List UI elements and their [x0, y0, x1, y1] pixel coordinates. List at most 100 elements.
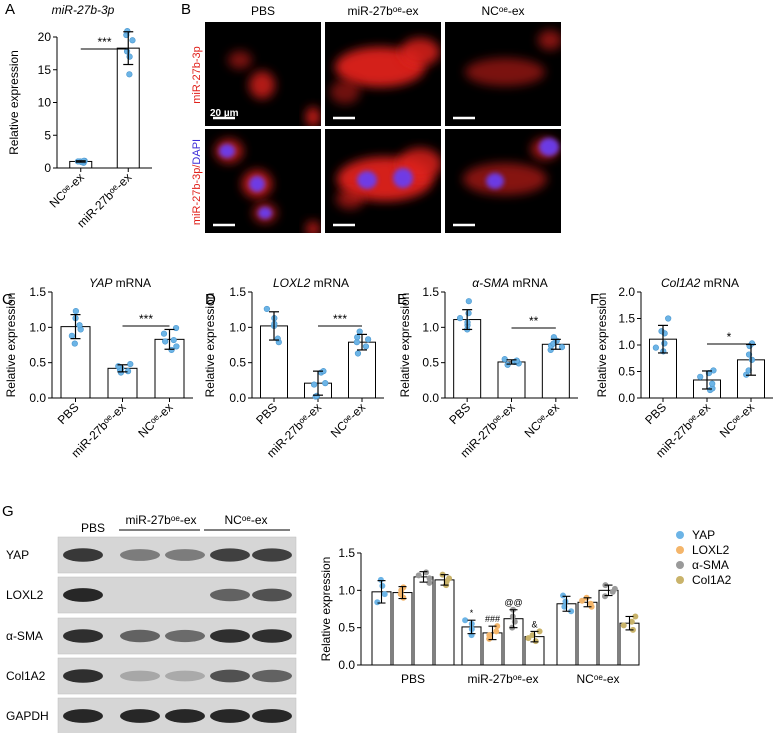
dapi-nucleus [249, 176, 265, 192]
data-point [456, 315, 464, 322]
blot-band [210, 629, 250, 643]
blot-protein-label: LOXL2 [6, 588, 44, 602]
bar [598, 589, 619, 666]
bar [392, 592, 413, 666]
significance-label: & [531, 619, 537, 629]
data-point [652, 344, 659, 351]
bar [434, 579, 455, 666]
legend-label: α-SMA [692, 558, 729, 572]
data-point [494, 623, 501, 630]
blot-protein-label: GAPDH [6, 709, 49, 723]
bar [116, 47, 140, 169]
blot-band [210, 548, 250, 562]
category-label: NCᵒᵉ-ex [328, 400, 368, 440]
category-label: PBS [253, 400, 280, 427]
y-tick-label: 1.5 [338, 546, 355, 560]
data-point [568, 608, 575, 615]
significance-label: * [727, 330, 732, 344]
y-tick-label: 1.0 [338, 583, 355, 597]
blot-protein-label: α-SMA [6, 629, 43, 643]
significance-label: *** [97, 35, 111, 49]
panel-title: LOXL2 mRNA [273, 276, 349, 290]
micrograph-column-label: miR-27bᵒᵉ-ex [347, 4, 418, 18]
red-fluorescence [306, 221, 320, 233]
data-point [501, 356, 508, 363]
blot-band [210, 669, 250, 683]
micrograph-panel [205, 22, 321, 126]
data-point [426, 579, 433, 586]
data-point [124, 368, 132, 375]
micrograph-row-label: miR-27b-3p [191, 46, 203, 103]
y-axis-label: Relative expression [319, 557, 333, 662]
y-tick-label: 1.0 [422, 320, 439, 334]
data-point [162, 338, 169, 345]
data-point [68, 332, 75, 339]
y-tick-label: 1.5 [422, 285, 439, 299]
data-point [525, 635, 532, 642]
data-point [748, 356, 756, 363]
data-point [362, 343, 370, 350]
panel-title: YAP mRNA [89, 276, 151, 290]
data-point [170, 336, 177, 344]
blot-band [120, 629, 160, 643]
data-point [354, 350, 362, 357]
data-point [611, 585, 618, 592]
data-point [74, 158, 82, 165]
red-fluorescence [249, 71, 275, 99]
y-tick-label: 1.5 [229, 285, 246, 299]
dapi-nucleus [393, 168, 413, 188]
blot-band [252, 629, 292, 643]
data-point [311, 381, 318, 388]
category-label: PBS [55, 400, 82, 427]
blot-band [165, 670, 205, 682]
category-label: PBS [642, 400, 669, 427]
red-fluorescence [330, 80, 360, 104]
y-axis-label: Relative expression [7, 50, 21, 155]
data-point [486, 632, 493, 639]
red-fluorescence [400, 38, 440, 66]
red-fluorescence [336, 189, 364, 209]
legend-label: LOXL2 [692, 543, 730, 557]
panel-letter: D [205, 291, 216, 308]
micrograph-column-label: PBS [251, 4, 275, 18]
scale-bar-label: 20 µm [210, 108, 239, 119]
data-point [558, 344, 566, 351]
data-point [550, 334, 557, 341]
blot-protein-label: YAP [6, 548, 29, 562]
data-point [620, 622, 627, 629]
blot-band [63, 548, 103, 562]
data-point [322, 380, 329, 387]
y-axis-label: Relative expression [595, 293, 609, 398]
data-point [71, 340, 78, 347]
data-point [124, 28, 131, 35]
legend-label: Col1A2 [692, 573, 732, 587]
significance-label: *** [139, 312, 153, 326]
blot-band [252, 548, 292, 562]
micrograph-panel [205, 129, 321, 233]
y-tick-label: 0.0 [29, 391, 46, 405]
bar [348, 341, 376, 399]
y-tick-label: 0.0 [422, 391, 439, 405]
data-point [697, 373, 704, 380]
panel-letter: F [590, 291, 599, 308]
y-tick-label: 20 [38, 30, 52, 44]
red-fluorescence [306, 107, 320, 126]
data-point [509, 613, 516, 620]
micrograph-row-label: miR-27b-3p/DAPI [191, 139, 203, 225]
panel-letter: G [2, 503, 14, 520]
y-tick-label: 1.0 [229, 320, 246, 334]
blot-band [165, 549, 205, 561]
data-point [465, 298, 472, 305]
data-point [377, 576, 384, 583]
legend-marker [676, 531, 684, 539]
blot-group-label: PBS [81, 521, 105, 535]
bar [541, 343, 570, 399]
significance-label: * [470, 608, 474, 618]
y-tick-label: 0 [44, 161, 51, 175]
y-tick-label: 1.0 [618, 338, 635, 352]
data-point [127, 360, 134, 368]
data-point [561, 603, 568, 610]
blot-band [165, 709, 205, 723]
blot-band [165, 629, 205, 643]
panel-letter: A [5, 1, 15, 18]
